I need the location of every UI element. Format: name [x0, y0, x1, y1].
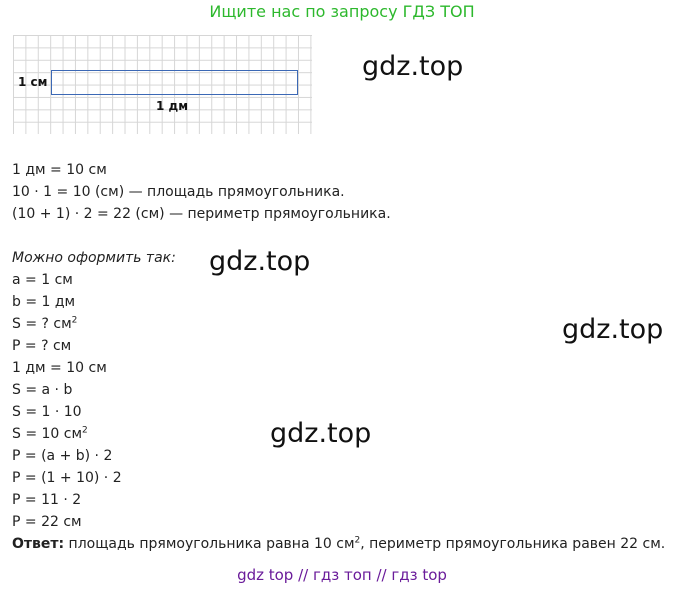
- solution-line: 1 дм = 10 см: [12, 360, 107, 376]
- watermark: gdz.top: [270, 418, 372, 449]
- solution-line: P = (a + b) · 2: [12, 448, 113, 464]
- answer-label: Ответ:: [12, 536, 65, 552]
- watermark: gdz.top: [562, 314, 664, 345]
- length-label: 1 дм: [156, 99, 189, 113]
- watermark: gdz.top: [209, 246, 311, 277]
- line-text: S = ? см: [12, 316, 72, 332]
- solution-line: S = 10 см2: [12, 423, 88, 445]
- superscript: 2: [71, 315, 78, 326]
- line-text: S = 10 см: [12, 426, 83, 442]
- solution-line: b = 1 дм: [12, 294, 76, 310]
- format-heading: Можно оформить так:: [12, 250, 176, 266]
- grid-paper: [13, 35, 312, 134]
- answer-text: площадь прямоугольника равна 10 см: [64, 536, 355, 552]
- superscript: 2: [82, 425, 88, 436]
- solution-line: a = 1 см: [12, 272, 73, 288]
- answer-text: , периметр прямоугольника равен 22 см.: [360, 536, 666, 552]
- solution-line: P = 22 см: [12, 514, 82, 530]
- solution-line: P = (1 + 10) · 2: [12, 470, 122, 486]
- header-banner: Ищите нас по запросу ГДЗ ТОП: [209, 2, 475, 21]
- solution-line: 10 · 1 = 10 (см) — площадь прямоугольник…: [12, 184, 345, 200]
- solution-line: P = ? см: [12, 338, 72, 354]
- solution-line: S = ? см2: [12, 313, 77, 335]
- rectangle-figure: [51, 70, 298, 95]
- solution-line: S = 1 · 10: [12, 404, 82, 420]
- answer-line: Ответ: площадь прямоугольника равна 10 с…: [12, 533, 665, 555]
- solution-line: P = 11 · 2: [12, 492, 82, 508]
- solution-line: 1 дм = 10 см: [12, 162, 107, 178]
- watermark: gdz.top: [362, 51, 464, 82]
- solution-line: S = a · b: [12, 382, 73, 398]
- width-label: 1 см: [18, 75, 48, 89]
- footer-links: gdz top // гдз топ // гдз top: [237, 566, 447, 584]
- superscript: 2: [354, 535, 361, 546]
- solution-line: (10 + 1) · 2 = 22 (см) — периметр прямоу…: [12, 206, 391, 222]
